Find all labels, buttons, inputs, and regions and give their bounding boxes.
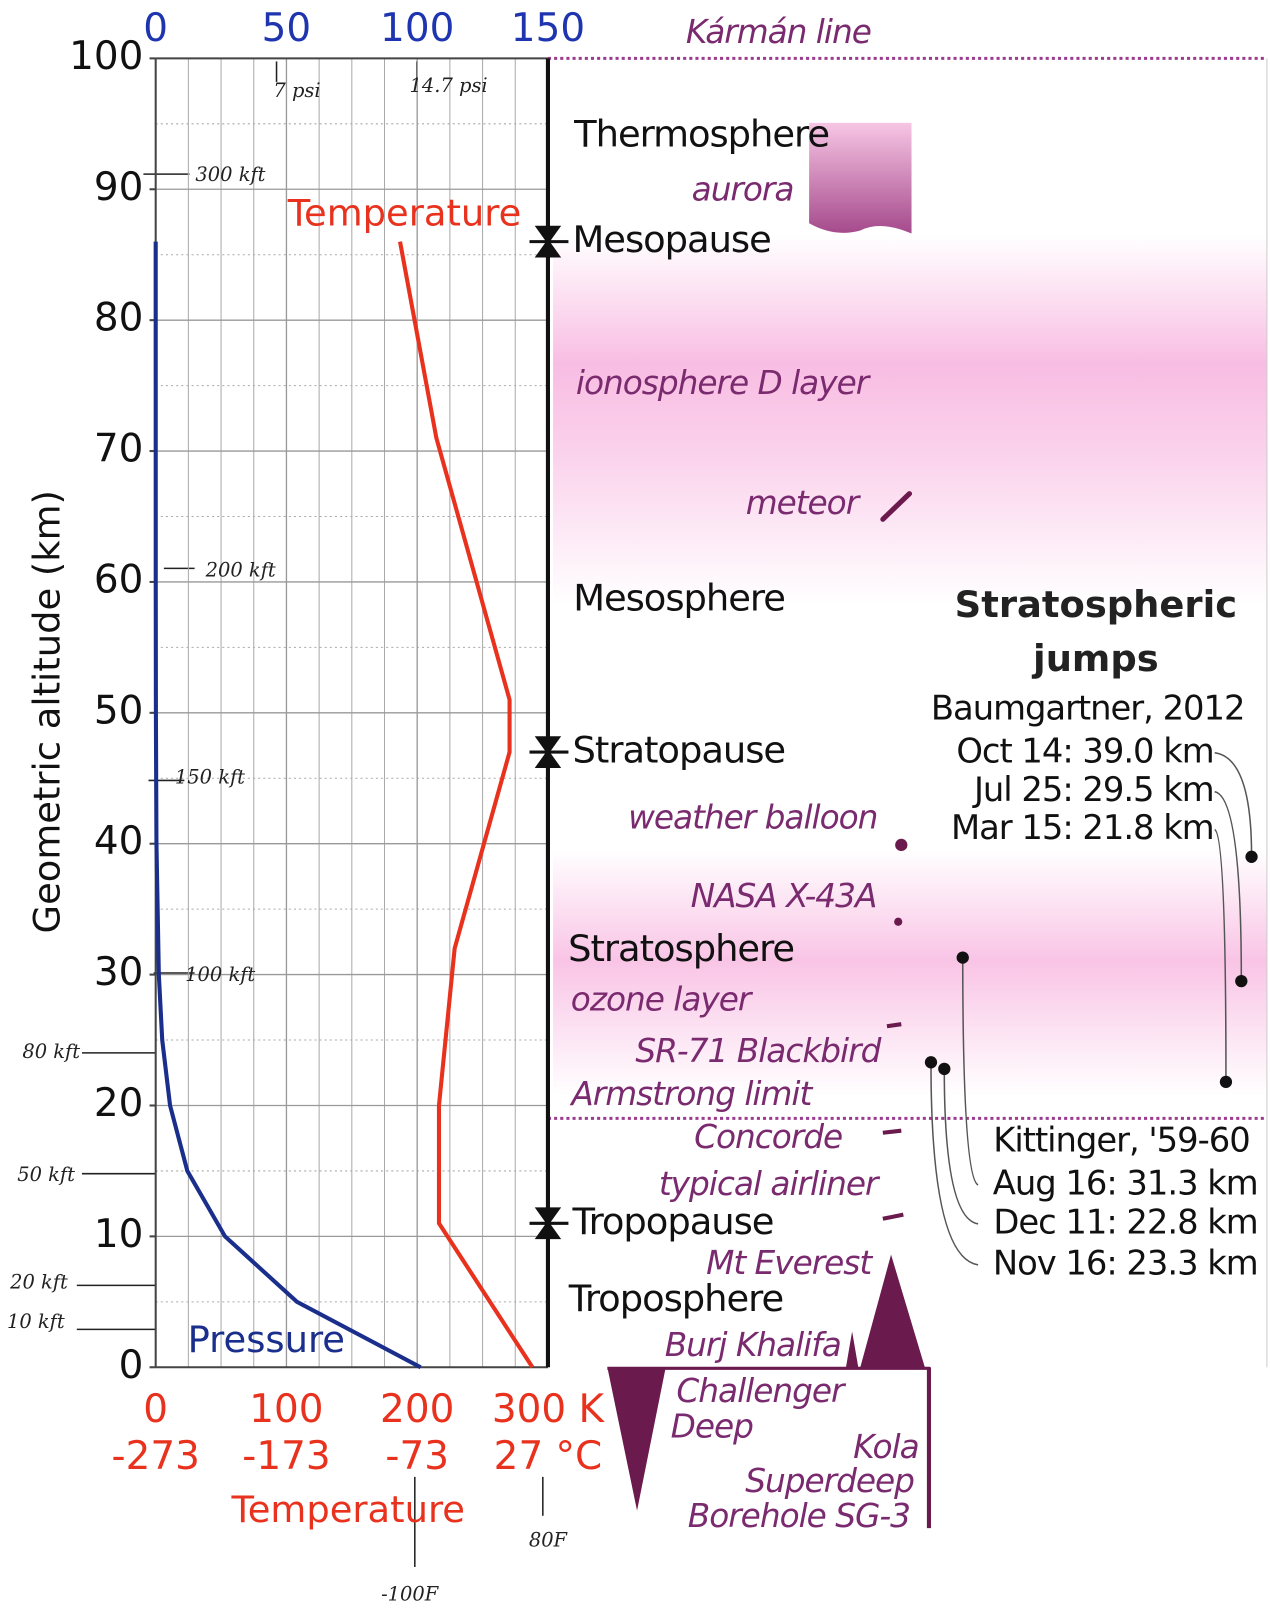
annotation: typical airliner <box>659 1165 881 1203</box>
burj-marker <box>846 1331 858 1367</box>
jump-dot <box>938 1063 950 1075</box>
y-tick-label: 0 <box>119 1343 144 1388</box>
handwritten-note: 100 kft <box>185 963 255 986</box>
x2-tick-label: 150 <box>511 6 585 51</box>
jump-label: Oct 14: 39.0 km <box>956 731 1213 770</box>
handwritten-note: 200 kft <box>205 558 276 581</box>
y-tick-label: 70 <box>94 427 144 472</box>
annotation: ionosphere D layer <box>576 364 872 402</box>
handwritten-note: 150 kft <box>175 765 245 788</box>
concorde-marker <box>883 1131 901 1133</box>
y-axis-label: Geometric altitude (km) <box>26 490 69 933</box>
y-tick-label: 60 <box>94 557 144 602</box>
x43-marker <box>894 918 902 926</box>
handwritten-note: 80 kft <box>22 1040 80 1063</box>
jumper-name: Baumgartner, 2012 <box>931 688 1245 727</box>
y-tick-label: 10 <box>94 1212 144 1257</box>
jump-label: Dec 11: 22.8 km <box>993 1202 1257 1241</box>
x-tick-label-celsius: -73 <box>385 1434 449 1479</box>
handwritten-note: 14.7 psi <box>410 74 488 97</box>
annotation: Mt Everest <box>706 1244 873 1282</box>
jump-label: Nov 16: 23.3 km <box>993 1243 1258 1282</box>
annotation: aurora <box>692 171 794 209</box>
jumps-title: Stratospheric <box>955 583 1237 626</box>
jump-dot <box>1220 1076 1232 1088</box>
chart: 01020304050607080901000100200300 K-273-1… <box>0 0 1270 1610</box>
annotation: Concorde <box>694 1118 842 1156</box>
series-label: Temperature <box>287 192 521 235</box>
handwritten-note: 20 kft <box>9 1270 68 1293</box>
annotation: Kármán line <box>686 13 871 51</box>
annotation: SR-71 Blackbird <box>635 1032 881 1070</box>
handwritten-note: 7 psi <box>273 79 320 102</box>
series-label: Pressure <box>188 1318 345 1361</box>
x2-tick-label: 0 <box>143 6 168 51</box>
layer-label: Thermosphere <box>573 113 829 156</box>
layer-label: Troposphere <box>568 1277 783 1320</box>
annotation: weather balloon <box>628 798 877 836</box>
handwritten-note: 300 kft <box>195 163 265 186</box>
sr71-marker <box>887 1024 901 1026</box>
jump-dot <box>957 951 969 963</box>
annotation: Kola <box>853 1428 918 1466</box>
annotation: Deep <box>671 1408 753 1446</box>
layer-label: Stratosphere <box>568 927 794 970</box>
series-line <box>156 242 421 1368</box>
jump-dot <box>1235 975 1247 987</box>
annotation: ozone layer <box>571 981 754 1019</box>
balloon-marker <box>895 839 907 851</box>
boundary-label: Stratopause <box>573 729 786 772</box>
challenger-marker <box>607 1367 665 1510</box>
boundary-label: Mesopause <box>573 218 771 261</box>
y-tick-label: 80 <box>94 296 144 341</box>
x-tick-label: 300 K <box>492 1387 606 1432</box>
annotation: NASA X-43A <box>691 877 877 915</box>
x-tick-label: 200 <box>380 1387 454 1432</box>
jump-dot <box>1245 851 1257 863</box>
annotation: Challenger <box>676 1372 847 1410</box>
annotation: Armstrong limit <box>569 1075 813 1113</box>
boundary-marker <box>530 738 569 767</box>
x2-tick-label: 100 <box>380 6 454 51</box>
jump-label: Aug 16: 31.3 km <box>993 1163 1258 1202</box>
handwritten-note: -100F <box>381 1583 440 1606</box>
d-layer-band <box>553 236 1267 605</box>
jumper-name: Kittinger, '59-60 <box>993 1120 1249 1159</box>
airliner-marker <box>883 1215 903 1219</box>
jump-dot <box>925 1056 937 1068</box>
handwritten-note: 50 kft <box>17 1163 75 1186</box>
x-axis-label: Temperature <box>230 1488 464 1531</box>
boundary-label: Tropopause <box>572 1200 774 1243</box>
x-tick-label-celsius: -173 <box>242 1434 330 1479</box>
y-tick-label: 20 <box>94 1081 144 1126</box>
x-tick-label: 0 <box>143 1387 168 1432</box>
y-tick-label: 40 <box>94 819 144 864</box>
series-line <box>400 242 532 1368</box>
annotation: Burj Khalifa <box>665 1326 841 1364</box>
handwritten-note: 10 kft <box>7 1310 65 1333</box>
y-tick-label: 50 <box>94 688 144 733</box>
annotation: meteor <box>746 484 862 522</box>
jumps-title: jumps <box>1031 637 1159 680</box>
y-tick-label: 100 <box>69 34 143 79</box>
x-tick-label-celsius: -273 <box>112 1434 200 1479</box>
y-tick-label: 90 <box>94 165 144 210</box>
x2-tick-label: 50 <box>262 6 312 51</box>
jump-label: Mar 15: 21.8 km <box>951 808 1214 847</box>
jump-label: Jul 25: 29.5 km <box>972 770 1214 809</box>
boundary-marker <box>530 1209 569 1238</box>
layer-label: Mesosphere <box>573 577 785 620</box>
handwritten-note: 80F <box>529 1528 569 1551</box>
annotation: Borehole SG-3 <box>688 1497 910 1535</box>
y-tick-label: 30 <box>94 950 144 995</box>
x-tick-label-celsius: 27 °C <box>494 1434 602 1479</box>
x-tick-label: 100 <box>249 1387 323 1432</box>
annotation: Superdeep <box>745 1462 914 1500</box>
